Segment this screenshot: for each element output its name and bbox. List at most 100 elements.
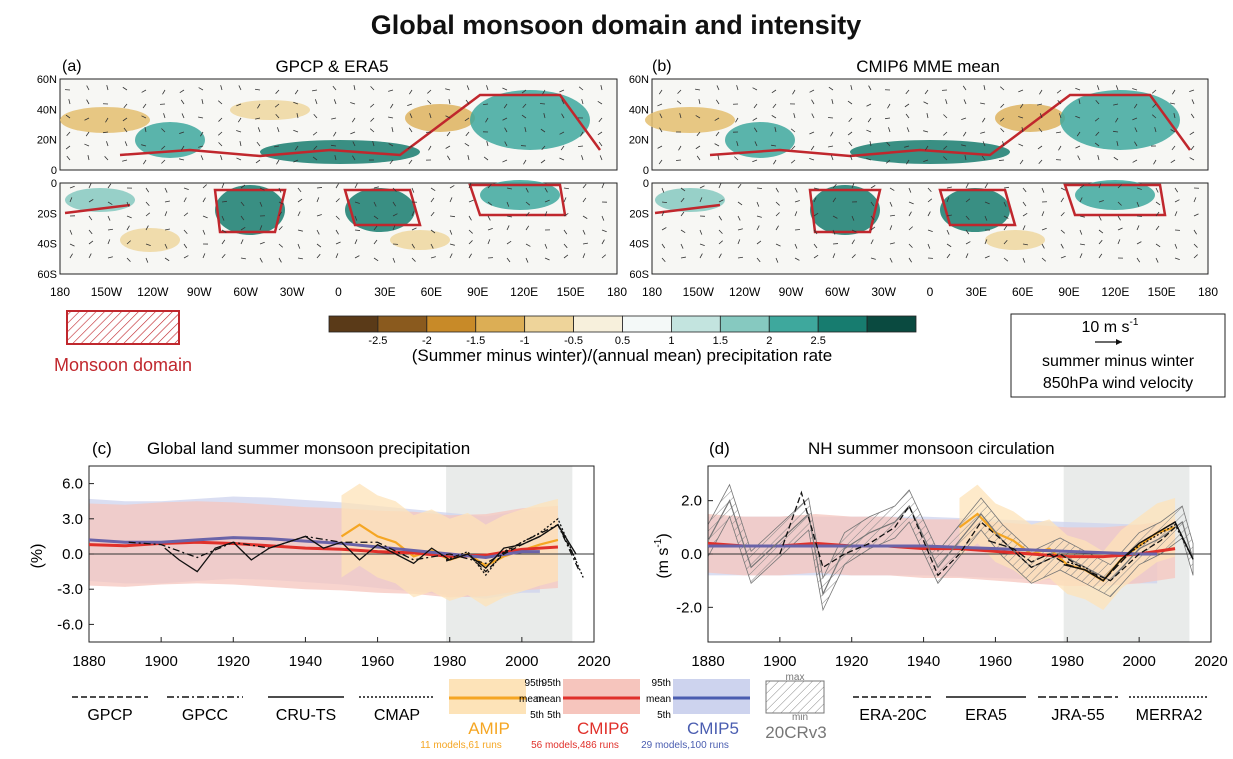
colorbar-tick: -1: [520, 335, 530, 347]
map-lat-tick: 60S: [629, 269, 649, 281]
y-tick-label: 2.0: [681, 493, 702, 510]
map-lat-tick: 20S: [37, 208, 57, 220]
x-tick-label: 1880: [691, 653, 724, 670]
map-lon-tick: 0: [927, 285, 934, 299]
map-lon-tick: 150E: [1148, 285, 1176, 299]
legend-label-cmip6: CMIP6: [577, 719, 629, 738]
wind-vector: [1137, 216, 1142, 217]
x-tick-label: 1920: [217, 653, 250, 670]
wind-legend: 10 m s-1 summer minus winter 850hPa wind…: [1011, 314, 1225, 397]
map-lon-tick: 90W: [779, 285, 804, 299]
map-lat-tick: 0: [51, 178, 57, 190]
x-tick-label: 1900: [144, 653, 177, 670]
colorbar-tick: 0.5: [615, 335, 630, 347]
colorbar-tick: -2.5: [368, 335, 387, 347]
x-tick-label: 1980: [1051, 653, 1084, 670]
legend-label-cru-ts: CRU-TS: [276, 707, 336, 724]
legend-label-merra2: MERRA2: [1136, 707, 1203, 724]
map-lon-tick: 180: [50, 285, 70, 299]
y-tick-label: 0.0: [681, 546, 702, 563]
y-tick-label: 0.0: [62, 546, 83, 563]
map-lon-tick: 30E: [374, 285, 395, 299]
legend-mean: mean: [536, 694, 561, 705]
map-lat-tick: 40S: [37, 239, 57, 251]
legend-label-20crv3: 20CRv3: [765, 723, 826, 742]
map-a-south: [60, 180, 617, 274]
map-lon-tick: 120E: [1101, 285, 1129, 299]
panel-c-ylabel: (%): [29, 544, 46, 569]
colorbar-tick: 2: [766, 335, 772, 347]
x-tick-label: 2020: [577, 653, 610, 670]
legend-label-cmap: CMAP: [374, 707, 420, 724]
wind-legend-line1: summer minus winter: [1042, 353, 1195, 370]
x-tick-label: 2000: [505, 653, 538, 670]
map-lat-tick: 40N: [629, 104, 649, 116]
map-b-label: (b): [652, 58, 672, 75]
legend-label-cmip5: CMIP5: [687, 719, 739, 738]
x-tick-label: 1980: [433, 653, 466, 670]
map-lon-tick: 30E: [966, 285, 987, 299]
map-panel-b: (b) CMIP6 MME mean: [645, 57, 1208, 274]
colorbar-swatch: [427, 316, 476, 332]
x-tick-label: 1940: [289, 653, 322, 670]
map-a-title: GPCP & ERA5: [275, 57, 388, 76]
map-lat-tick: 20S: [629, 208, 649, 220]
map-lat-tick: 20N: [37, 135, 57, 147]
legend-label-era-20c: ERA-20C: [859, 707, 927, 724]
x-tick-label: 1920: [835, 653, 868, 670]
colorbar-swatch: [525, 316, 574, 332]
colorbar-swatch: [671, 316, 720, 332]
map-lon-tick: 60E: [1012, 285, 1033, 299]
map-lon-tick: 150W: [91, 285, 123, 299]
colorbar-tick: -2: [422, 335, 432, 347]
colorbar-swatch: [574, 316, 623, 332]
legend-label-gpcc: GPCC: [182, 707, 228, 724]
colorbar: (Summer minus winter)/(annual mean) prec…: [329, 316, 916, 365]
monsoon-domain-legend: Monsoon domain: [54, 311, 192, 375]
colorbar-swatch: [769, 316, 818, 332]
legend-label-gpcp: GPCP: [87, 707, 132, 724]
legend-label-amip: AMIP: [468, 719, 510, 738]
map-lon-tick: 180: [1198, 285, 1218, 299]
legend-mean: mean: [646, 694, 671, 705]
wind-legend-line2: 850hPa wind velocity: [1043, 375, 1193, 392]
map-b-title: CMIP6 MME mean: [856, 57, 1000, 76]
map-lon-tick: 90E: [1058, 285, 1079, 299]
legend-5th: 5th: [657, 710, 671, 721]
map-lon-tick: 150W: [683, 285, 715, 299]
map-lat-tick: 40N: [37, 104, 57, 116]
colorbar-tick: 1: [668, 335, 674, 347]
wind-vector: [999, 160, 1004, 161]
colorbar-swatch: [867, 316, 916, 332]
x-tick-label: 1940: [907, 653, 940, 670]
y-tick-label: -2.0: [676, 599, 702, 616]
colorbar-tick: 1.5: [713, 335, 728, 347]
map-lon-tick: 30W: [871, 285, 896, 299]
map-lon-tick: 180: [607, 285, 627, 299]
colorbar-tick: -1.5: [466, 335, 485, 347]
y-tick-label: 6.0: [62, 476, 83, 493]
colorbar-swatch: [476, 316, 525, 332]
map-lon-tick: 120W: [137, 285, 169, 299]
legend-20crv3-max: max: [786, 672, 805, 683]
map-lat-tick: 60N: [37, 74, 57, 86]
map-b-south: [652, 180, 1208, 274]
map-lon-tick: 60W: [233, 285, 258, 299]
legend-note-cmip6: 56 models,486 runs: [531, 740, 619, 751]
panel-c-label: (c): [92, 439, 112, 458]
map-lon-tick: 120W: [729, 285, 761, 299]
legend-box-20crv3: [766, 681, 824, 713]
legend-95th: 95th: [542, 678, 561, 689]
colorbar-swatch: [329, 316, 378, 332]
map-lat-tick: 60N: [629, 74, 649, 86]
colorbar-tick: 2.5: [811, 335, 826, 347]
wind-vector: [355, 230, 360, 231]
panel-d-label: (d): [709, 439, 730, 458]
legend-95th: 95th: [652, 678, 671, 689]
x-tick-label: 1960: [979, 653, 1012, 670]
legend-label-jra-55: JRA-55: [1051, 707, 1104, 724]
map-lon-tick: 90W: [187, 285, 212, 299]
map-a-label: (a): [62, 58, 82, 75]
